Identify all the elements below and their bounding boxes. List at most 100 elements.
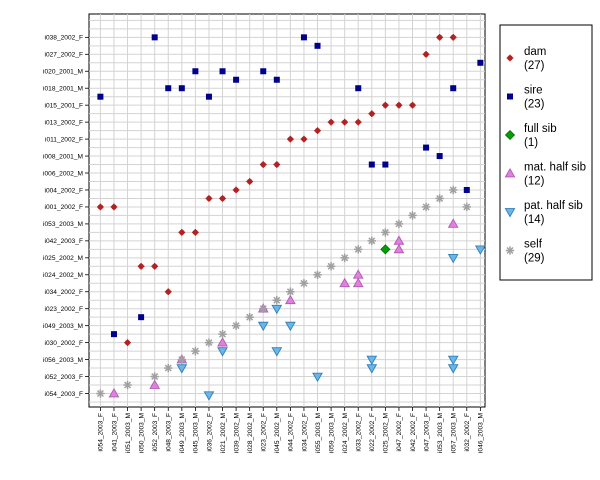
data-point — [393, 235, 405, 245]
data-point — [341, 118, 348, 126]
y-axis-ticks: i054_2003_F i052_2003_F i056_2003_M i030_20… — [43, 35, 89, 398]
grid-lines — [89, 14, 485, 407]
y-tick-label: i038_2002_F — [45, 35, 84, 42]
legend-count: (1) — [524, 137, 538, 149]
data-point — [462, 202, 471, 212]
data-point — [138, 314, 145, 321]
legend-marker — [504, 208, 516, 218]
data-point — [178, 85, 185, 92]
data-point — [449, 185, 458, 195]
x-tick-label: i047_2003_F — [423, 413, 430, 452]
legend-count: (23) — [524, 99, 545, 111]
data-point — [299, 279, 309, 288]
data-point — [354, 245, 363, 254]
data-point — [300, 135, 308, 143]
data-point — [260, 68, 267, 75]
legend-marker — [504, 167, 516, 178]
data-point — [354, 118, 362, 126]
y-tick-label: i004_2002_F — [45, 187, 84, 194]
data-point — [110, 331, 117, 338]
legend-label: pat. half sib — [524, 200, 583, 212]
x-tick-label: i048_2003_F — [166, 413, 173, 452]
data-points — [96, 34, 486, 401]
data-point — [176, 364, 188, 374]
data-point — [382, 101, 389, 109]
legend-box — [499, 24, 593, 281]
data-point — [205, 195, 213, 202]
legend-count: (12) — [524, 176, 545, 188]
y-tick-label: i015_2001_F — [45, 102, 84, 109]
x-tick-label: i046_2003_M — [478, 413, 485, 453]
data-point — [192, 68, 199, 75]
x-tick-label: i034_2002_F — [301, 413, 308, 452]
series-pat-half-sib — [176, 245, 486, 401]
data-point — [219, 195, 226, 202]
series-full-sib — [380, 244, 391, 255]
legend-count: (29) — [524, 253, 545, 265]
x-tick-label: i036_2002_F — [206, 413, 213, 452]
y-tick-label: i053_2003_M — [43, 221, 83, 228]
x-tick-label: i054_2003_F — [98, 413, 105, 452]
data-point — [326, 262, 336, 271]
x-axis-ticks: i054_2003_F i041_2003_F i051_2003_M i050_20… — [98, 407, 485, 453]
x-tick-label: i047_2002_F — [396, 413, 403, 452]
y-tick-label: i023_2002_F — [45, 306, 84, 313]
x-tick-label: i050_2003_M — [138, 413, 145, 453]
data-point — [285, 321, 296, 332]
legend-marker — [506, 54, 514, 62]
data-point — [368, 161, 375, 168]
data-point — [285, 294, 296, 305]
data-point — [393, 243, 405, 254]
data-point — [257, 321, 269, 332]
data-point — [327, 118, 335, 126]
data-point — [408, 211, 417, 220]
x-tick-label: i053_2003_M — [437, 413, 444, 453]
data-point — [300, 34, 307, 41]
data-point — [447, 355, 459, 366]
data-point — [246, 178, 253, 185]
y-tick-label: i030_2002_F — [45, 340, 84, 347]
y-tick-label: i034_2002_F — [45, 289, 84, 296]
x-tick-label: i045_2003_M — [193, 413, 200, 453]
data-point — [219, 68, 226, 75]
y-tick-label: i049_2003_M — [43, 323, 83, 330]
data-point — [366, 355, 378, 366]
legend-count: (27) — [524, 60, 545, 72]
data-point — [259, 304, 268, 313]
data-point — [367, 236, 376, 246]
data-point — [474, 245, 486, 255]
x-tick-label: i044_2002_F — [288, 413, 295, 452]
x-tick-label: i052_2003_F — [152, 413, 159, 452]
data-point — [313, 270, 322, 279]
data-point — [232, 186, 240, 194]
data-point — [218, 329, 227, 339]
data-point — [272, 296, 282, 305]
legend-label: full sib — [524, 123, 557, 135]
y-tick-label: i042_2003_F — [45, 238, 84, 245]
data-point — [314, 127, 321, 134]
series-sire — [97, 34, 484, 338]
y-tick-label: i006_2002_M — [43, 170, 83, 177]
data-point — [355, 85, 362, 92]
data-point — [273, 76, 280, 83]
data-point — [271, 304, 283, 315]
x-tick-label: i033_2002_F — [356, 413, 363, 452]
data-point — [286, 287, 295, 296]
x-tick-label: i021_2002_M — [220, 413, 227, 453]
data-point — [178, 229, 186, 236]
y-tick-label: i052_2003_F — [45, 374, 84, 381]
data-point — [287, 135, 294, 143]
data-point — [259, 161, 267, 168]
y-tick-label: i008_2001_M — [43, 153, 83, 160]
data-point — [217, 347, 228, 357]
data-point — [368, 110, 376, 117]
legend-marker — [507, 93, 513, 100]
data-point — [436, 153, 443, 160]
data-point — [217, 337, 228, 347]
data-point — [205, 93, 212, 100]
data-point — [165, 85, 172, 92]
x-tick-label: i028_2002_M — [247, 413, 254, 453]
data-point — [151, 34, 158, 41]
data-point — [96, 389, 105, 398]
